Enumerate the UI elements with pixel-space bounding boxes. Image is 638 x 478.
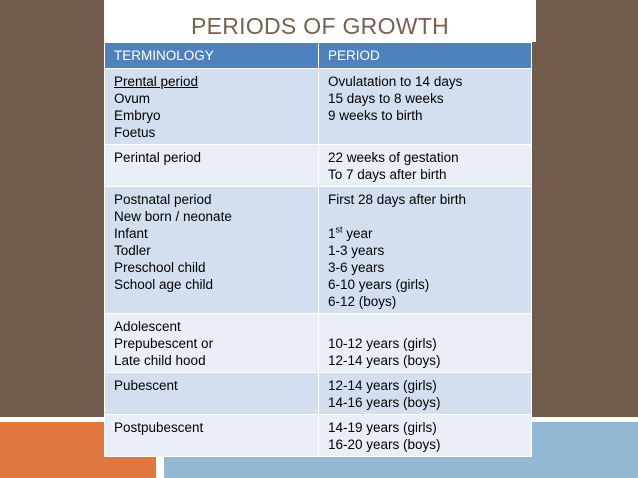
- period-line: 12-14 years (girls): [328, 378, 437, 393]
- period-line: To 7 days after birth: [328, 167, 447, 182]
- period-line: 14-19 years (girls): [328, 420, 437, 435]
- period-cell: First 28 days after birth 1st year 1-3 y…: [318, 186, 532, 314]
- period-line: 3-6 years: [328, 260, 385, 275]
- terminology-cell: Pubescent: [104, 372, 319, 415]
- period-line: 16-20 years (boys): [328, 437, 441, 452]
- period-line: 14-16 years (boys): [328, 395, 441, 410]
- period-cell: 22 weeks of gestation To 7 days after bi…: [318, 144, 532, 187]
- table-row: Postpubescent 14-19 years (girls) 16-20 …: [104, 414, 532, 457]
- ordinal-suffix: st: [335, 224, 343, 235]
- term-line: [114, 436, 309, 453]
- term-line: Pubescent: [114, 378, 178, 393]
- term-line: Postnatal period: [114, 192, 212, 207]
- terminology-cell: Postpubescent: [104, 414, 319, 457]
- period-line: 10-12 years (girls): [328, 336, 437, 351]
- period-line: 9 weeks to birth: [328, 108, 423, 123]
- term-line: Ovum: [114, 91, 151, 106]
- term-line: [114, 293, 309, 310]
- term-line: Late child hood: [114, 353, 206, 368]
- terminology-cell: Perintal period: [104, 144, 319, 187]
- period-cell: 12-14 years (girls) 14-16 years (boys): [318, 372, 532, 415]
- table-row: Pubescent 12-14 years (girls) 14-16 year…: [104, 372, 532, 415]
- period-line: [328, 208, 522, 225]
- title-band: [104, 0, 536, 42]
- header-period: PERIOD: [318, 42, 532, 69]
- period-line-ordinal: 1st year: [328, 225, 522, 242]
- terminology-cell: Adolescent Prepubescent or Late child ho…: [104, 313, 319, 373]
- term-line: Perintal period: [114, 150, 202, 165]
- term-line: Todler: [114, 243, 151, 258]
- header-terminology: TERMINOLOGY: [104, 42, 319, 69]
- table-row: Adolescent Prepubescent or Late child ho…: [104, 313, 532, 373]
- period-line: [328, 124, 522, 141]
- period-line: 1-3 years: [328, 243, 385, 258]
- period-cell: 14-19 years (girls) 16-20 years (boys): [318, 414, 532, 457]
- slide-title: PERIODS OF GROWTH: [190, 13, 450, 39]
- term-line: [114, 166, 309, 183]
- period-line: 12-14 years (boys): [328, 353, 441, 368]
- period-line: 15 days to 8 weeks: [328, 91, 444, 106]
- period-line: 6-10 years (girls): [328, 277, 430, 292]
- period-line: 6-12 (boys): [328, 294, 397, 309]
- table-row: Postnatal period New born / neonate Infa…: [104, 186, 532, 314]
- term-line: New born / neonate: [114, 209, 232, 224]
- table-row: Prental period Ovum Embryo Foetus Ovulat…: [104, 68, 532, 145]
- period-cell: Ovulatation to 14 days 15 days to 8 week…: [318, 68, 532, 145]
- ordinal-rest: year: [342, 226, 373, 241]
- table-header-row: TERMINOLOGY PERIOD: [104, 42, 532, 69]
- term-line: Prental period: [114, 74, 199, 89]
- term-line: Prepubescent or: [114, 336, 214, 351]
- table-row: Perintal period 22 weeks of gestation To…: [104, 144, 532, 187]
- term-line: Embryo: [114, 108, 161, 123]
- growth-periods-table: TERMINOLOGY PERIOD Prental period Ovum E…: [104, 42, 532, 457]
- period-cell: 10-12 years (girls) 12-14 years (boys): [318, 313, 532, 373]
- term-line: Adolescent: [114, 319, 181, 334]
- period-line: First 28 days after birth: [328, 192, 467, 207]
- period-line: [328, 318, 522, 335]
- term-line: Preschool child: [114, 260, 206, 275]
- term-line: Postpubescent: [114, 420, 204, 435]
- terminology-cell: Postnatal period New born / neonate Infa…: [104, 186, 319, 314]
- ordinal-number: 1: [328, 226, 336, 241]
- term-line: Foetus: [114, 125, 156, 140]
- terminology-cell: Prental period Ovum Embryo Foetus: [104, 68, 319, 145]
- term-line: [114, 394, 309, 411]
- term-line: Infant: [114, 226, 148, 241]
- term-line: School age child: [114, 277, 214, 292]
- period-line: 22 weeks of gestation: [328, 150, 459, 165]
- period-line: Ovulatation to 14 days: [328, 74, 463, 89]
